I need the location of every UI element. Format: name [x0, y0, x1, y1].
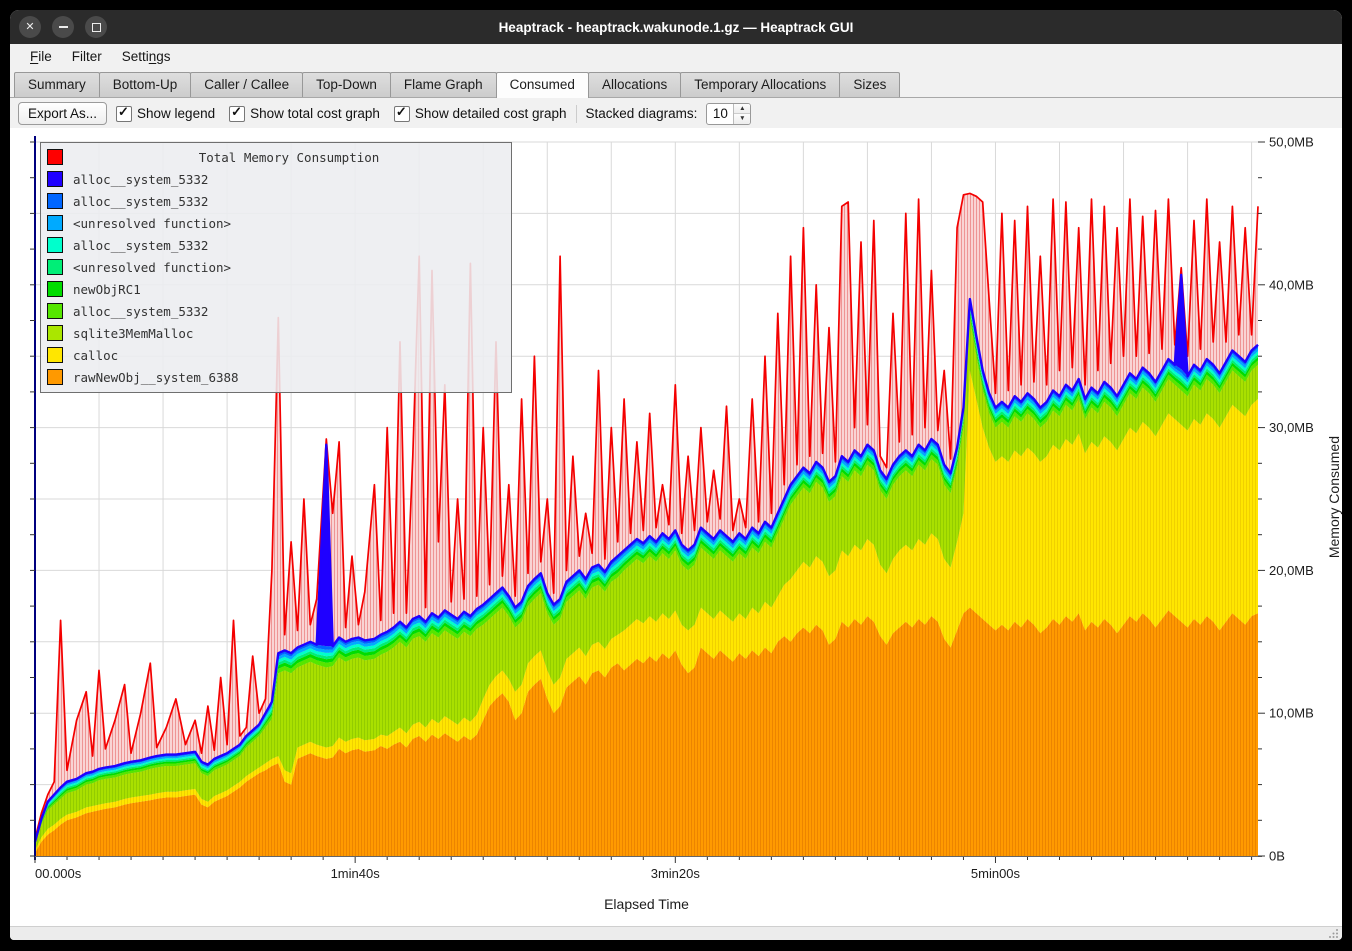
legend-swatch	[47, 237, 63, 253]
legend-swatch	[47, 303, 63, 319]
legend-item[interactable]: alloc__system_5332	[41, 190, 511, 212]
stack-top-line	[33, 273, 1259, 843]
checkbox-show-total-cost-graph[interactable]: Show total cost graph	[229, 104, 380, 122]
checkbox-check-icon[interactable]	[229, 104, 246, 122]
toolbar-separator	[575, 104, 577, 123]
stepper-arrows: ▲ ▼	[733, 103, 751, 124]
legend-label: sqlite3MemMalloc	[73, 325, 194, 341]
chart-legend: Total Memory Consumption alloc__system_53…	[40, 142, 512, 393]
tab-summary[interactable]: Summary	[14, 72, 100, 97]
y-axis-title: Memory Consumed	[1326, 436, 1342, 559]
legend-label: alloc__system_5332	[73, 171, 209, 187]
checkbox-label: Show detailed cost graph	[414, 106, 567, 121]
checkbox-show-detailed-cost-graph[interactable]: Show detailed cost graph	[393, 104, 567, 122]
legend-swatch	[47, 149, 63, 165]
legend-swatch	[47, 193, 63, 209]
legend-item[interactable]: <unresolved function>	[41, 212, 511, 234]
menu-settings[interactable]: Settings	[121, 48, 171, 64]
legend-swatch	[47, 369, 63, 385]
legend-label: calloc	[73, 347, 119, 363]
legend-swatch	[47, 281, 63, 297]
tab-top-down[interactable]: Top-Down	[302, 72, 391, 97]
close-icon[interactable]: ✕	[19, 16, 41, 38]
window-controls: ✕	[19, 16, 107, 38]
legend-item[interactable]: Total Memory Consumption	[41, 146, 511, 168]
heaptrack-window: ✕ Heaptrack - heaptrack.wakunode.1.gz — …	[10, 10, 1342, 940]
tab-consumed[interactable]: Consumed	[495, 72, 589, 98]
stacked-diagrams-value[interactable]: 10	[712, 106, 728, 121]
legend-label: <unresolved function>	[73, 259, 232, 275]
sqlite3memmalloc-area	[35, 319, 1258, 851]
menu-filter[interactable]: Filter	[71, 48, 102, 64]
tab-sizes[interactable]: Sizes	[839, 72, 901, 97]
tab-caller-callee[interactable]: Caller / Callee	[190, 72, 304, 97]
legend-label: alloc__system_5332	[73, 237, 209, 253]
x-axis-title: Elapsed Time	[604, 896, 689, 912]
y-tick-label: 40,0MB	[1269, 277, 1314, 292]
legend-item[interactable]: rawNewObj__system_6388	[41, 366, 511, 388]
legend-label: alloc__system_5332	[73, 193, 209, 209]
resize-grip[interactable]	[1329, 928, 1339, 938]
y-tick-label: 20,0MB	[1269, 563, 1314, 578]
legend-label: newObjRC1	[73, 281, 141, 297]
y-tick-label: 30,0MB	[1269, 420, 1314, 435]
tab-bar: Summary Bottom-Up Caller / Callee Top-Down F…	[10, 68, 1342, 98]
y-axis-title-wrap: Memory Consumed	[1326, 128, 1342, 867]
menu-bar: File Filter Settings	[10, 44, 1342, 68]
tab-flame-graph[interactable]: Flame Graph	[389, 72, 497, 97]
stepper-up-icon[interactable]: ▲	[734, 103, 751, 114]
y-tick-label: 50,0MB	[1269, 135, 1314, 150]
stacked-diagrams-stepper[interactable]: 10 ▲ ▼	[706, 102, 752, 125]
minimize-icon[interactable]	[52, 16, 74, 38]
chart-toolbar: Export As... Show legend Show total cost …	[10, 98, 1342, 129]
rawnewobj-area	[35, 607, 1258, 856]
total-consumption-line	[34, 192, 1259, 840]
consumed-chart-area: 00.000s 1min40s 3min20s 5min00s 0B 10,0MB 20,0…	[10, 128, 1342, 927]
y-tick-label: 10,0MB	[1269, 706, 1314, 721]
calloc-area	[35, 370, 1258, 854]
legend-label: alloc__system_5332	[73, 303, 209, 319]
tab-temporary-allocations[interactable]: Temporary Allocations	[680, 72, 841, 97]
legend-item[interactable]: <unresolved function>	[41, 256, 511, 278]
status-bar	[10, 926, 1342, 940]
legend-label: Total Memory Consumption	[198, 149, 380, 165]
checkbox-label: Show legend	[137, 106, 216, 121]
title-bar[interactable]: ✕ Heaptrack - heaptrack.wakunode.1.gz — …	[10, 10, 1342, 44]
stepper-down-icon[interactable]: ▼	[734, 114, 751, 124]
checkbox-check-icon[interactable]	[393, 104, 410, 122]
x-tick-label: 3min20s	[651, 866, 701, 881]
checkbox-check-icon[interactable]	[116, 104, 133, 122]
legend-item[interactable]: alloc__system_5332	[41, 300, 511, 322]
x-tick-label: 1min40s	[331, 866, 381, 881]
legend-item[interactable]: newObjRC1	[41, 278, 511, 300]
legend-swatch	[47, 215, 63, 231]
legend-item[interactable]: alloc__system_5332	[41, 168, 511, 190]
maximize-icon[interactable]	[85, 16, 107, 38]
stacked-diagrams-label: Stacked diagrams:	[585, 106, 698, 121]
legend-swatch	[47, 259, 63, 275]
tab-bottom-up[interactable]: Bottom-Up	[98, 72, 192, 97]
memory-chart[interactable]: 00.000s 1min40s 3min20s 5min00s 0B 10,0MB 20,0…	[10, 128, 1342, 928]
legend-item[interactable]: alloc__system_5332	[41, 234, 511, 256]
legend-label: rawNewObj__system_6388	[73, 369, 239, 385]
legend-swatch	[47, 171, 63, 187]
export-as-button[interactable]: Export As...	[18, 102, 108, 125]
tab-allocations[interactable]: Allocations	[587, 72, 682, 97]
x-tick-label: 00.000s	[35, 866, 82, 881]
legend-item[interactable]: sqlite3MemMalloc	[41, 322, 511, 344]
legend-label: <unresolved function>	[73, 215, 232, 231]
x-tick-label: 5min00s	[971, 866, 1021, 881]
y-tick-label: 0B	[1269, 849, 1285, 864]
legend-swatch	[47, 325, 63, 341]
menu-file[interactable]: File	[30, 48, 52, 64]
legend-swatch	[47, 347, 63, 363]
checkbox-label: Show total cost graph	[250, 106, 380, 121]
checkbox-show-legend[interactable]: Show legend	[116, 104, 216, 122]
window-title: Heaptrack - heaptrack.wakunode.1.gz — He…	[498, 19, 854, 35]
legend-item[interactable]: calloc	[41, 344, 511, 366]
